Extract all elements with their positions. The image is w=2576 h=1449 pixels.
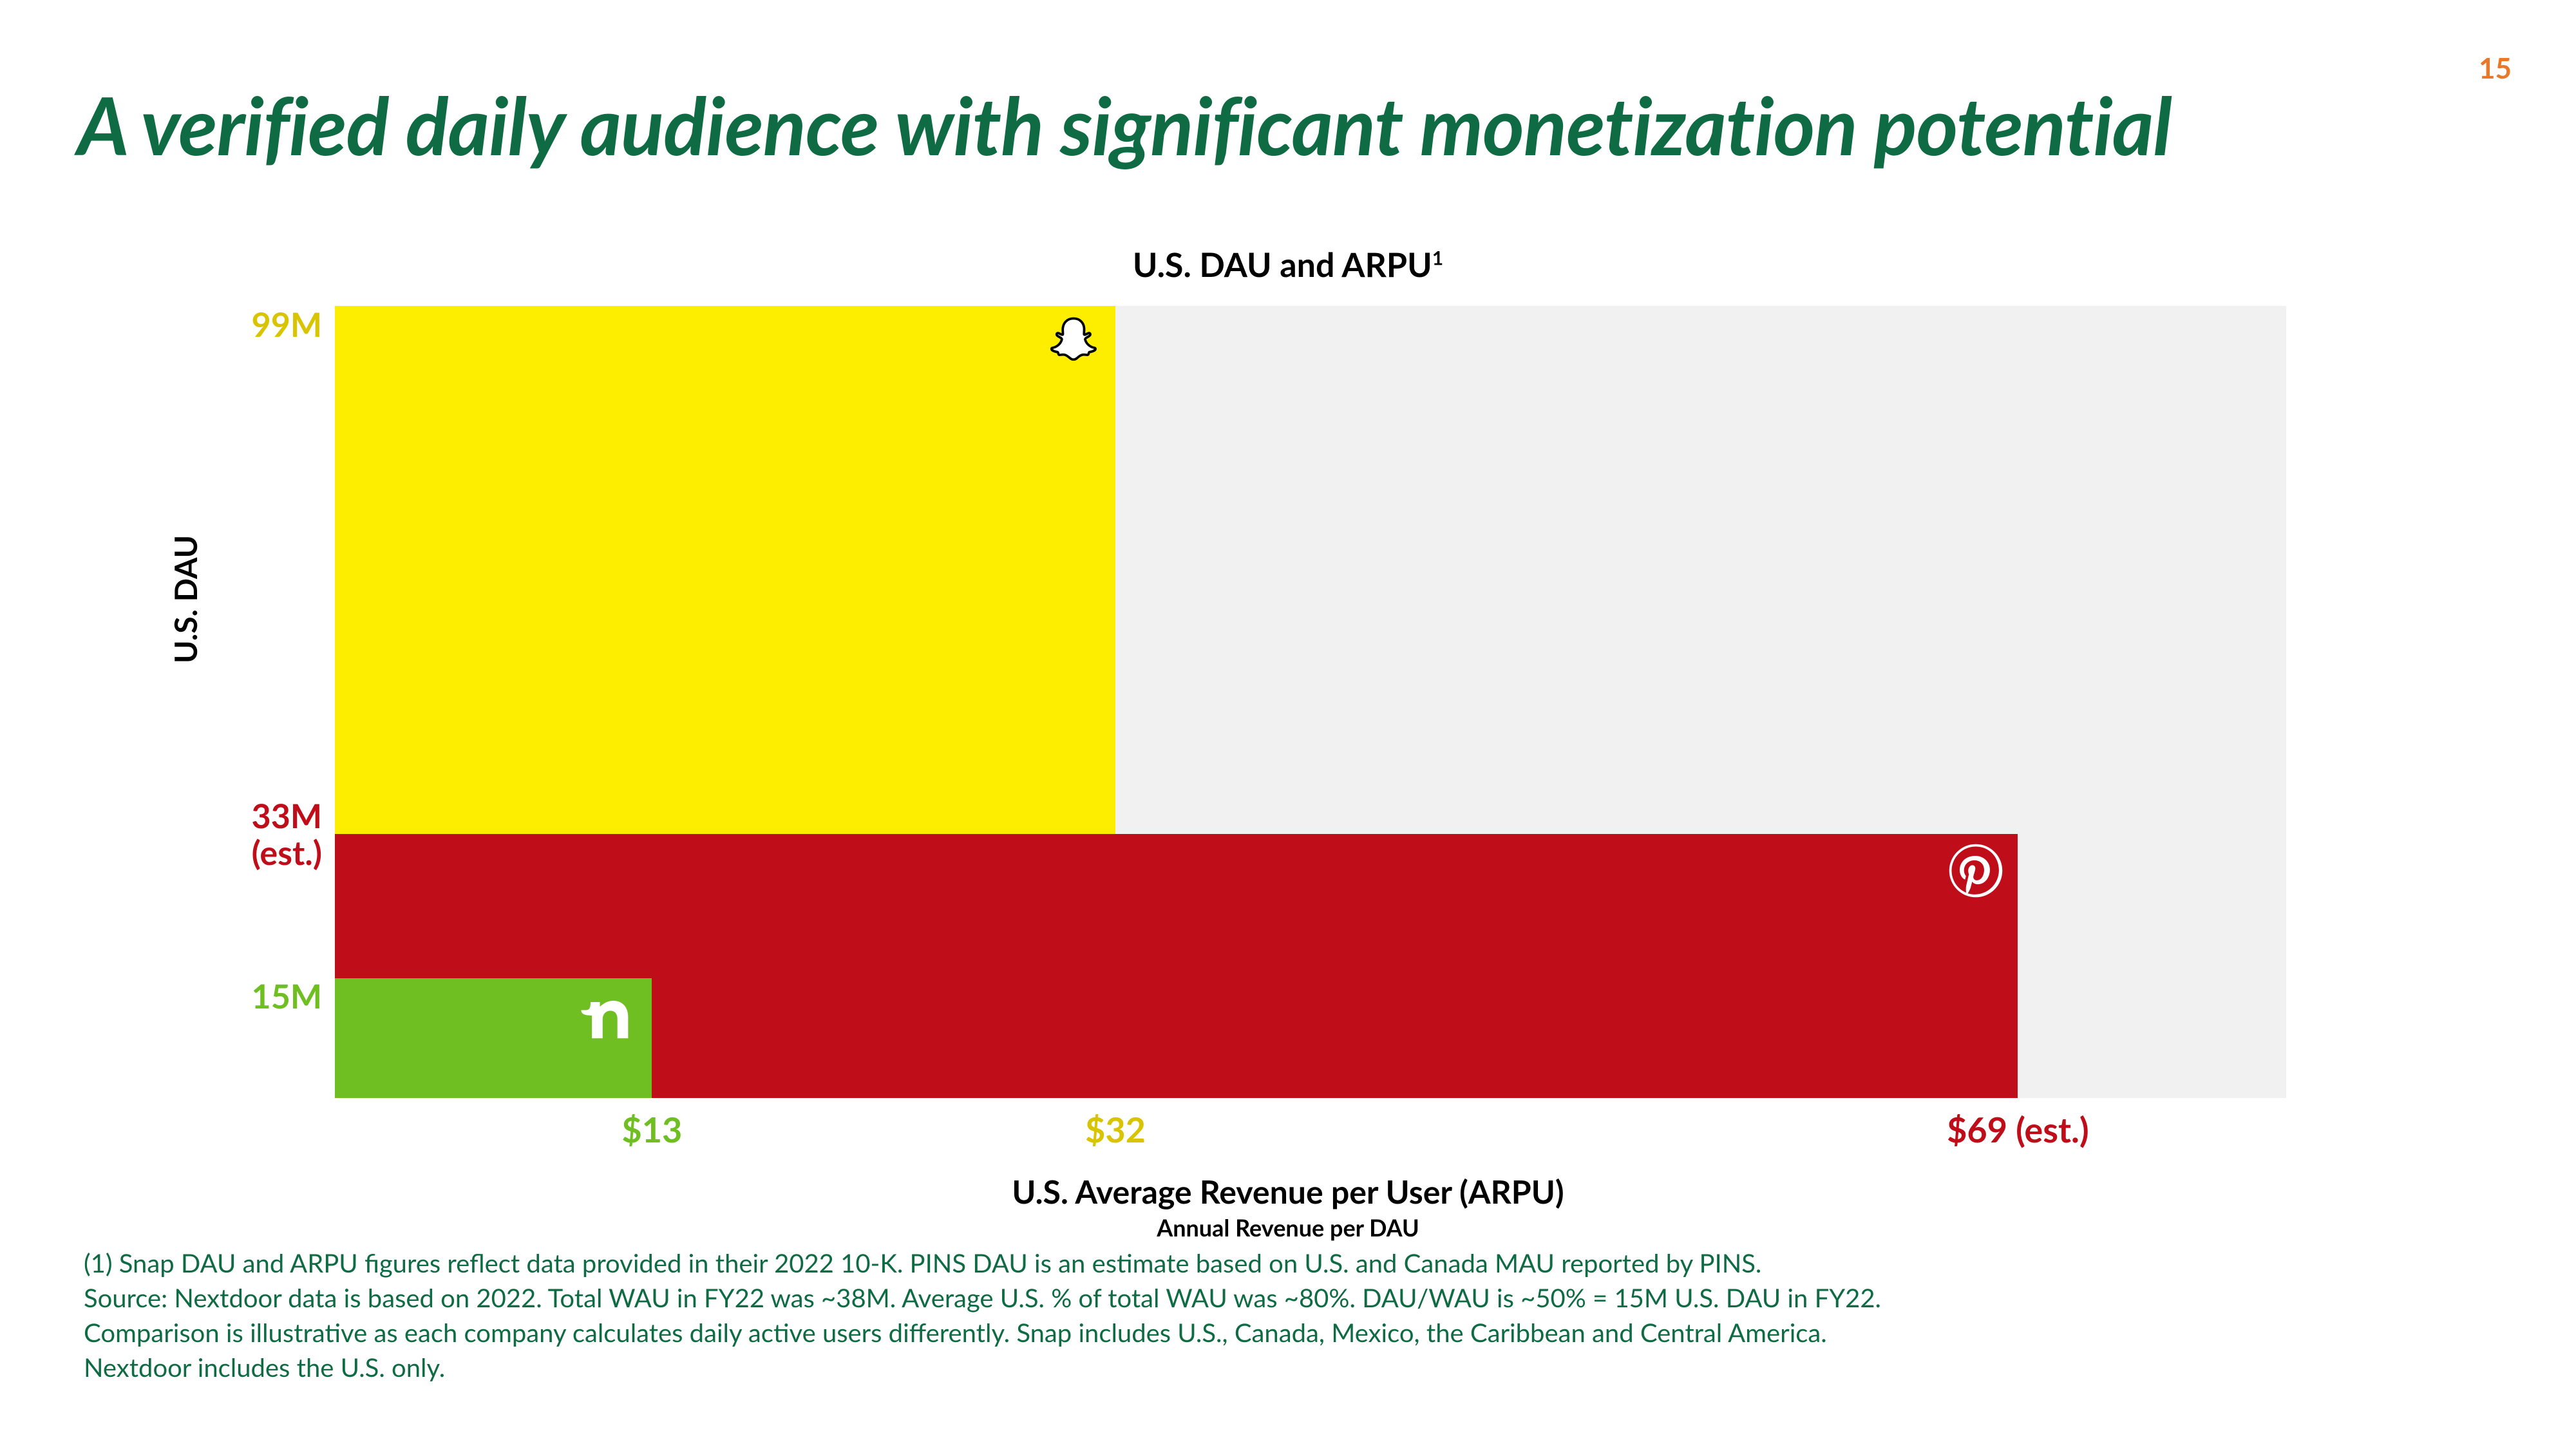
x-label-pinterest: $69 (est.) — [1947, 1108, 2089, 1150]
y-label-snap: 99M — [252, 307, 322, 343]
chart-title: U.S. DAU and ARPU1 — [1133, 245, 1443, 285]
pinterest-icon — [1947, 842, 2005, 900]
footnote-line: (1) Snap DAU and ARPU figures reflect da… — [84, 1245, 2492, 1280]
chart-plot-area: 99M$32 33M (est.)$69 (est.) 15M$13 — [335, 306, 2286, 1098]
slide-title: A verified daily audience with significa… — [77, 77, 2499, 173]
x-label-nextdoor: $13 — [621, 1108, 682, 1150]
x-label-snap: $32 — [1085, 1108, 1146, 1150]
y-axis-title: U.S. DAU — [167, 535, 204, 663]
footnote-line: Comparison is illustrative as each compa… — [84, 1315, 2492, 1350]
footnote-line: Nextdoor includes the U.S. only. — [84, 1350, 2492, 1385]
x-axis-subtitle: Annual Revenue per DAU — [1012, 1213, 1564, 1242]
snapchat-icon — [1045, 314, 1103, 372]
x-axis-title: U.S. Average Revenue per User (ARPU) — [1012, 1172, 1564, 1211]
footnotes: (1) Snap DAU and ARPU figures reflect da… — [84, 1245, 2492, 1385]
x-axis-title-block: U.S. Average Revenue per User (ARPU) Ann… — [1012, 1172, 1564, 1242]
bar-nextdoor — [335, 978, 652, 1098]
slide: 15 A verified daily audience with signif… — [0, 0, 2576, 1449]
y-label-pinterest: 33M (est.) — [252, 798, 322, 871]
chart-title-footnote-ref: 1 — [1432, 247, 1443, 270]
nextdoor-icon — [574, 986, 639, 1050]
y-label-nextdoor: 15M — [252, 978, 322, 1015]
footnote-line: Source: Nextdoor data is based on 2022. … — [84, 1280, 2492, 1315]
chart-title-text: U.S. DAU and ARPU — [1133, 245, 1432, 285]
